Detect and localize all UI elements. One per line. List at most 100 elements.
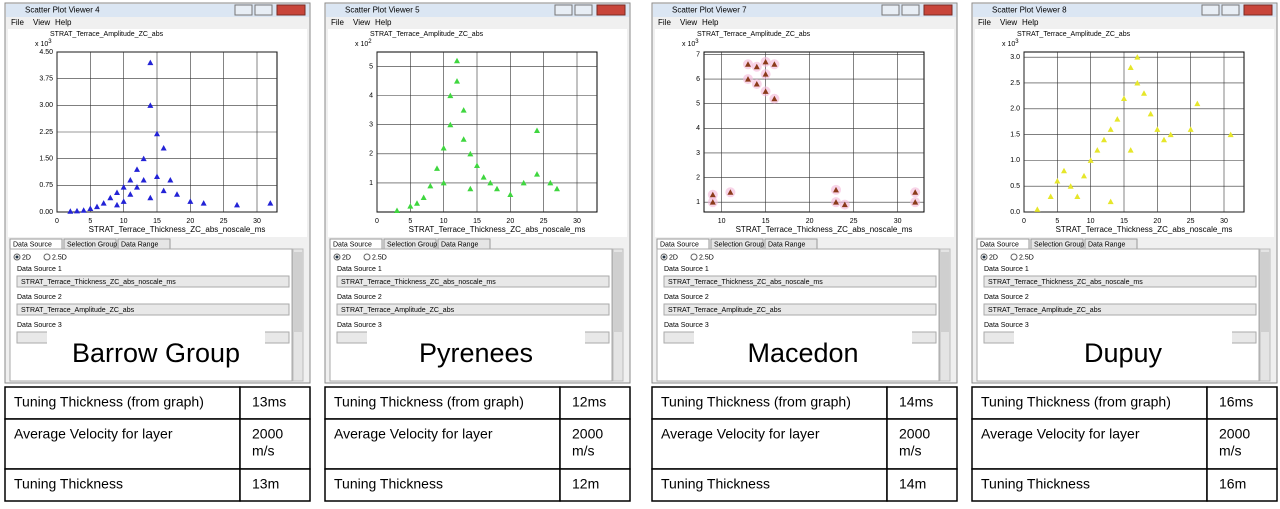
close-button[interactable] — [923, 4, 953, 16]
table-cell — [886, 418, 958, 470]
scroll-thumb[interactable] — [1261, 252, 1269, 332]
radio-label[interactable]: 2.5D — [52, 254, 67, 261]
menu-item[interactable]: File — [331, 18, 344, 27]
tab-label[interactable]: Data Range — [1088, 241, 1125, 248]
point — [80, 207, 87, 213]
y-scale: x 102 — [355, 39, 372, 48]
tab-label[interactable]: Data Source — [13, 241, 52, 248]
tab-label[interactable]: Selection Group — [67, 241, 117, 248]
menu-item[interactable]: View — [353, 18, 370, 27]
chart-title: STRAT_Terrace_Amplitude_ZC_abs — [697, 31, 811, 38]
table-label: Average Velocity for layer — [661, 426, 820, 442]
source-field[interactable] — [663, 275, 937, 288]
scroll-thumb[interactable] — [941, 252, 949, 332]
menu-item[interactable]: View — [1000, 18, 1017, 27]
menu-item[interactable]: Help — [55, 18, 72, 27]
tab-label[interactable]: Data Range — [441, 241, 478, 248]
source-field[interactable] — [663, 303, 937, 316]
menu-item[interactable]: File — [658, 18, 671, 27]
point — [534, 127, 540, 134]
point — [420, 194, 427, 200]
point — [467, 150, 474, 157]
tab-label[interactable]: Selection Group — [1034, 241, 1084, 248]
radio-label[interactable]: 2D — [22, 254, 31, 261]
point — [454, 57, 460, 64]
x-tick-label: 0 — [1022, 218, 1026, 225]
close-button[interactable] — [276, 4, 306, 16]
scroll-thumb[interactable] — [294, 252, 302, 332]
tab-label[interactable]: Data Range — [768, 241, 805, 248]
y-scale-exponent: 3 — [695, 39, 699, 45]
y-tick-label: 0.0 — [1010, 209, 1020, 216]
y-tick-label: 1.0 — [1010, 157, 1020, 164]
tab-label[interactable]: Data Source — [980, 241, 1019, 248]
scroll-thumb[interactable] — [614, 252, 622, 332]
tab-label[interactable]: Data Range — [121, 241, 158, 248]
source-field[interactable] — [336, 303, 610, 316]
table-value: 16m — [1219, 476, 1246, 492]
point — [107, 194, 114, 201]
point — [94, 203, 100, 210]
tab-label[interactable]: Selection Group — [387, 241, 437, 248]
radio-label[interactable]: 2D — [669, 254, 678, 261]
table-cell — [971, 468, 1208, 502]
source-field[interactable] — [16, 275, 290, 288]
window-button[interactable] — [554, 4, 573, 16]
source-field[interactable] — [16, 303, 290, 316]
source-value: STRAT_Terrace_Thickness_ZC_abs_noscale_m… — [668, 279, 823, 286]
point — [771, 61, 778, 67]
point — [1081, 172, 1087, 179]
radio-label[interactable]: 2D — [989, 254, 998, 261]
point — [447, 121, 454, 128]
tab-label[interactable]: Selection Group — [714, 241, 764, 248]
menu-item[interactable]: File — [11, 18, 24, 27]
source-label: Data Source 1 — [664, 266, 709, 273]
menu-item[interactable]: View — [680, 18, 697, 27]
point — [1054, 178, 1061, 184]
tab-label[interactable]: Data Source — [333, 241, 372, 248]
radio[interactable] — [363, 253, 371, 261]
menu-item[interactable]: File — [978, 18, 991, 27]
menu-item[interactable]: View — [33, 18, 50, 27]
source-label: Data Source 3 — [984, 322, 1029, 329]
point — [1107, 126, 1114, 132]
window-button[interactable] — [881, 4, 900, 16]
radio-label[interactable]: 2.5D — [372, 254, 387, 261]
source-field[interactable] — [983, 303, 1257, 316]
point — [487, 179, 494, 186]
x-axis-label: STRAT_Terrace_Thickness_ZC_abs_noscale_m… — [736, 225, 913, 234]
window-button[interactable] — [574, 4, 593, 16]
window-button[interactable] — [1221, 4, 1240, 16]
window-button[interactable] — [234, 4, 253, 16]
source-field[interactable] — [336, 275, 610, 288]
radio-label[interactable]: 2.5D — [699, 254, 714, 261]
radio[interactable] — [1010, 253, 1018, 261]
point — [1067, 183, 1074, 189]
point — [1061, 167, 1067, 174]
source-value: STRAT_Terrace_Thickness_ZC_abs_noscale_m… — [341, 279, 496, 286]
point — [174, 191, 180, 197]
radio[interactable] — [690, 253, 698, 261]
window-button[interactable] — [254, 4, 273, 16]
menu-item[interactable]: Help — [702, 18, 719, 27]
y-tick-label: 1 — [696, 199, 700, 206]
table-cell — [886, 468, 958, 502]
source-field[interactable] — [983, 275, 1257, 288]
y-tick-label: 5 — [696, 101, 700, 108]
window-button[interactable] — [1201, 4, 1220, 16]
y-tick-label: 1.5 — [1010, 131, 1020, 138]
table-cell — [651, 386, 888, 420]
table-label: Tuning Thickness (from graph) — [334, 394, 524, 410]
menu-item[interactable]: Help — [1022, 18, 1039, 27]
x-axis-label: STRAT_Terrace_Thickness_ZC_abs_noscale_m… — [89, 225, 266, 234]
radio-label[interactable]: 2.5D — [1019, 254, 1034, 261]
close-button[interactable] — [596, 4, 626, 16]
close-button[interactable] — [1243, 4, 1273, 16]
x-tick-label: 25 — [1187, 218, 1195, 225]
radio[interactable] — [43, 253, 51, 261]
menu-item[interactable]: Help — [375, 18, 392, 27]
tab-label[interactable]: Data Source — [660, 241, 699, 248]
radio-label[interactable]: 2D — [342, 254, 351, 261]
y-scale-exponent: 3 — [48, 39, 52, 45]
window-button[interactable] — [901, 4, 920, 16]
